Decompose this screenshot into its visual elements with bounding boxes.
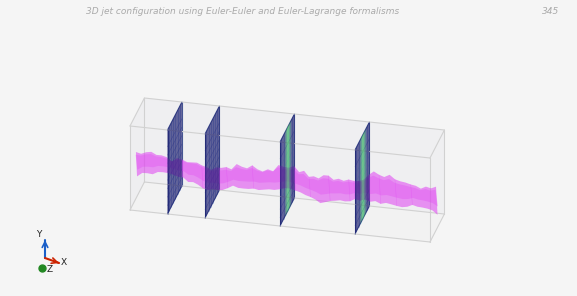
Text: 345: 345	[542, 7, 560, 16]
Polygon shape	[144, 98, 444, 214]
Text: 3D jet configuration using Euler-Euler and Euler-Lagrange formalisms: 3D jet configuration using Euler-Euler a…	[86, 7, 399, 16]
Polygon shape	[130, 98, 144, 210]
Text: Y: Y	[36, 230, 42, 239]
Polygon shape	[136, 152, 437, 215]
Polygon shape	[136, 154, 438, 207]
Polygon shape	[130, 182, 444, 242]
Text: X: X	[61, 258, 67, 267]
Text: Z: Z	[47, 265, 53, 274]
